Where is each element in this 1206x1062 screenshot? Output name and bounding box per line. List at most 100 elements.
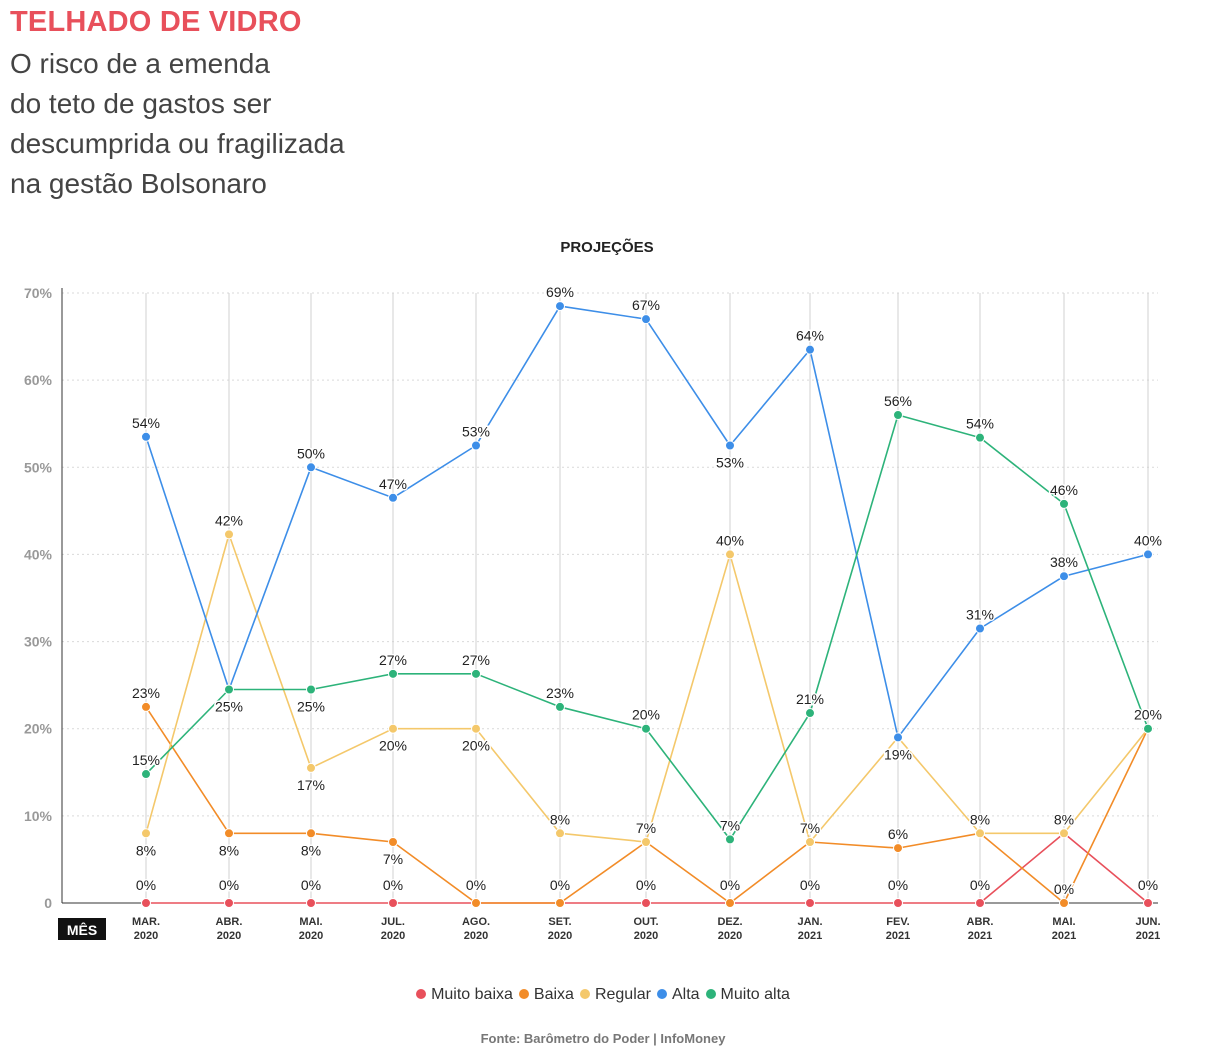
y-tick-label: 60% [24, 372, 53, 388]
data-label: 19% [884, 746, 912, 762]
headline-line-4: na gestão Bolsonaro [10, 168, 267, 199]
data-point [1059, 498, 1069, 509]
x-tick-label: 2020 [634, 930, 658, 942]
data-label: 25% [297, 699, 325, 715]
chart-headline: O risco de a emenda do teto de gastos se… [10, 44, 430, 204]
data-point [725, 898, 735, 908]
data-label: 0% [136, 877, 156, 893]
data-label: 0% [1138, 877, 1158, 893]
legend-swatch [656, 989, 667, 999]
data-label: 15% [132, 752, 160, 768]
y-tick-label: 20% [24, 721, 53, 737]
headline-line-3: descumprida ou fragilizada [10, 128, 345, 159]
data-label: 23% [546, 685, 574, 701]
data-label: 31% [966, 607, 994, 623]
series-line [145, 706, 1149, 904]
data-point [893, 898, 903, 908]
series-line [145, 533, 1149, 843]
legend-label: Regular [594, 986, 651, 1003]
data-point [141, 898, 151, 908]
x-tick-label: 2020 [381, 930, 405, 942]
data-label: 23% [132, 685, 160, 701]
x-tick-label: 2020 [464, 930, 488, 942]
data-label: 69% [546, 284, 574, 300]
data-label: 8% [219, 842, 239, 858]
data-point [725, 440, 735, 451]
data-label: 0% [550, 877, 570, 893]
legend-swatch [705, 989, 716, 999]
data-label: 8% [136, 842, 156, 858]
data-label: 25% [215, 699, 243, 715]
data-label: 53% [462, 424, 490, 440]
data-label: 20% [462, 738, 490, 754]
data-label: 0% [1054, 881, 1074, 897]
data-point [388, 668, 398, 679]
y-tick-label: 40% [24, 546, 53, 562]
data-label: 8% [970, 811, 990, 827]
data-point [141, 769, 151, 780]
x-tick-label: MAI. [1052, 916, 1075, 928]
data-label: 7% [720, 817, 740, 833]
legend-swatch [518, 989, 529, 999]
data-label: 40% [716, 532, 744, 548]
series-regular [141, 529, 1153, 847]
x-tick-label: DEZ. [717, 916, 742, 928]
x-tick-label: 2021 [798, 930, 822, 942]
data-point [1143, 549, 1153, 560]
x-tick-label: 2021 [886, 930, 910, 942]
data-point [641, 314, 651, 325]
data-label: 8% [550, 811, 570, 827]
x-tick-label: JUN. [1135, 916, 1160, 928]
data-label: 38% [1050, 554, 1078, 570]
legend-label: Muito alta [720, 986, 790, 1003]
x-tick-label: 2020 [134, 930, 158, 942]
data-label: 8% [301, 842, 321, 858]
x-tick-label: SET. [548, 916, 571, 928]
data-label: 0% [219, 877, 239, 893]
data-label: 0% [888, 877, 908, 893]
data-point [224, 684, 234, 695]
data-label: 0% [636, 877, 656, 893]
data-label: 40% [1134, 532, 1162, 548]
data-point [141, 701, 151, 712]
x-tick-label: 2021 [968, 930, 992, 942]
data-label: 7% [800, 820, 820, 836]
x-tick-label: ABR. [967, 916, 994, 928]
data-point [555, 898, 565, 908]
data-label: 64% [796, 328, 824, 344]
data-label: 0% [383, 877, 403, 893]
data-point [388, 837, 398, 847]
headline-line-2: do teto de gastos ser [10, 88, 272, 119]
source-note: Fonte: Barômetro do Poder | InfoMoney [480, 1031, 726, 1046]
data-point [641, 898, 651, 908]
data-point [306, 762, 316, 773]
data-point [306, 684, 316, 695]
data-point [975, 623, 985, 634]
data-label: 50% [297, 445, 325, 461]
series-line [145, 305, 1149, 739]
data-point [893, 843, 903, 854]
data-point [805, 344, 815, 355]
x-tick-label: 2021 [1052, 930, 1076, 942]
data-point [975, 828, 985, 839]
data-point [388, 723, 398, 734]
data-label: 17% [297, 777, 325, 793]
y-tick-label: 0 [44, 895, 52, 911]
data-label: 20% [632, 707, 660, 723]
data-label: 67% [632, 297, 660, 313]
legend-label: Alta [671, 986, 700, 1003]
y-tick-label: 10% [24, 808, 53, 824]
data-point [641, 837, 651, 847]
legend-swatch [579, 989, 590, 999]
data-point [641, 723, 651, 734]
data-point [893, 410, 903, 420]
data-point [471, 668, 481, 679]
x-tick-label: OUT. [633, 916, 658, 928]
series-muito-alta [141, 410, 1153, 845]
data-point [388, 898, 398, 908]
data-label: 54% [132, 415, 160, 431]
x-tick-label: 2020 [548, 930, 572, 942]
data-point [141, 828, 151, 839]
data-point [1059, 828, 1069, 839]
x-tick-label: AGO. [462, 916, 490, 928]
